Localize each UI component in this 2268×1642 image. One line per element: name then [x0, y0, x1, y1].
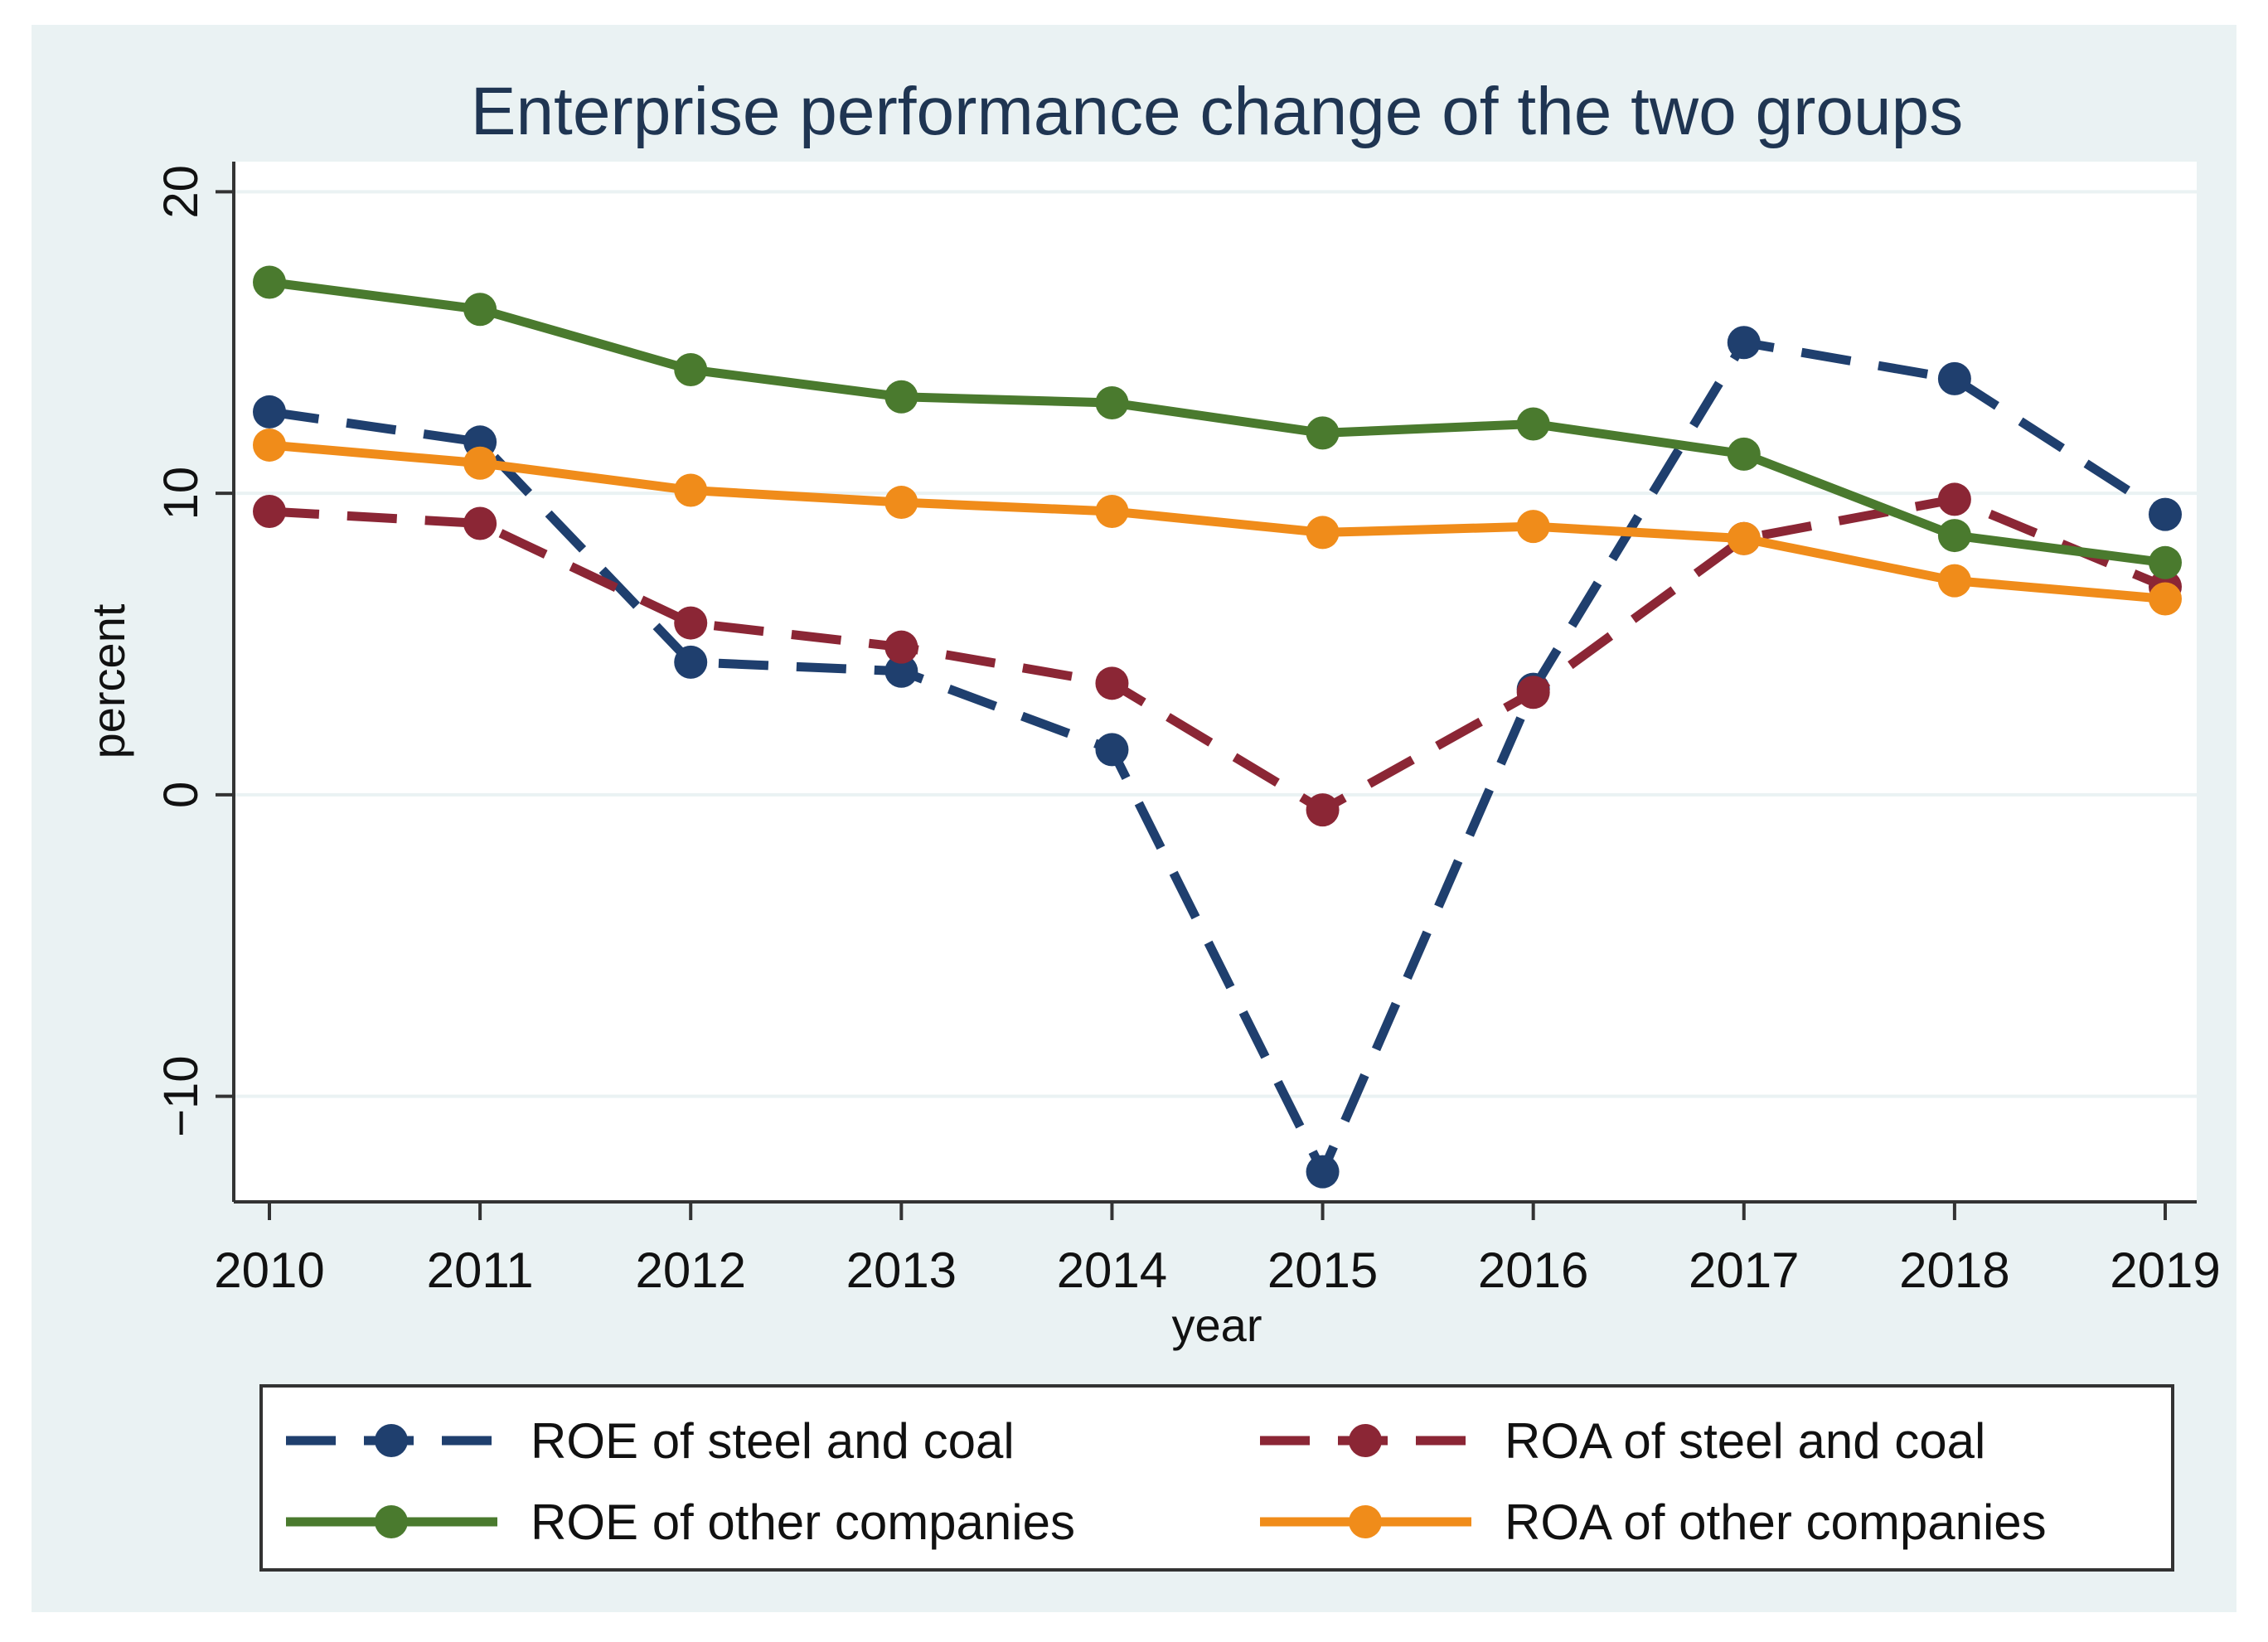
data-point — [253, 395, 286, 429]
data-point — [1306, 416, 1340, 450]
legend: ROE of steel and coal ROA of steel and co… — [259, 1384, 2174, 1572]
series-line — [269, 337, 2168, 1177]
y-tick-label: 10 — [154, 467, 208, 521]
x-tick-label: 2018 — [1899, 1242, 2009, 1298]
data-point — [2149, 497, 2182, 531]
series-3 — [253, 428, 2182, 616]
plot-area — [234, 162, 2197, 1202]
data-point — [1095, 494, 1129, 528]
data-point — [1727, 521, 1761, 555]
legend-label: ROA of steel and coal — [1505, 1413, 1985, 1469]
data-point — [884, 486, 918, 520]
x-tick-label: 2019 — [2110, 1242, 2220, 1298]
axes: −10 0 10 20 2010 2011 2012 2013 2014 2015 2016 2017… — [154, 162, 2221, 1298]
x-axis-label: year — [1172, 1299, 1262, 1351]
data-point — [463, 446, 497, 480]
series-line — [269, 278, 2166, 568]
data-point — [1937, 482, 1971, 516]
x-tick-label: 2011 — [427, 1242, 534, 1298]
legend-item-2: ROE of other companies — [286, 1494, 1075, 1550]
data-point — [674, 645, 708, 679]
legend-label: ROE of steel and coal — [531, 1413, 1015, 1469]
data-point — [884, 630, 918, 664]
data-point — [253, 428, 286, 462]
data-point — [2149, 545, 2182, 579]
data-point — [2149, 582, 2182, 616]
data-point — [674, 606, 708, 640]
legend-item-1: ROA of steel and coal — [1260, 1413, 1985, 1469]
x-tick-label: 2017 — [1689, 1242, 1799, 1298]
legend-label: ROA of other companies — [1505, 1494, 2047, 1550]
y-axis-label: percent — [82, 603, 134, 758]
data-point — [1727, 437, 1761, 471]
legend-swatch-marker — [375, 1505, 408, 1538]
series-line — [269, 494, 2168, 815]
data-point — [1095, 733, 1129, 767]
x-tick-label: 2010 — [214, 1242, 324, 1298]
y-tick-label: −10 — [154, 1055, 208, 1136]
data-point — [1306, 516, 1340, 550]
data-point — [884, 380, 918, 414]
y-tick-label: 20 — [154, 165, 208, 219]
series-line — [269, 440, 2166, 603]
legend-label: ROE of other companies — [531, 1494, 1075, 1550]
data-point — [463, 506, 497, 540]
data-point — [253, 494, 286, 528]
legend-swatch-marker — [375, 1424, 408, 1457]
legend-box — [259, 1384, 2174, 1572]
data-point — [1516, 510, 1550, 544]
data-point — [674, 353, 708, 386]
x-tick-label: 2012 — [635, 1242, 745, 1298]
data-point — [674, 473, 708, 507]
series-layer — [253, 265, 2182, 1189]
data-point — [1937, 564, 1971, 598]
data-point — [253, 265, 286, 299]
data-point — [1306, 1155, 1340, 1189]
data-point — [1937, 361, 1971, 395]
legend-swatch-marker — [1349, 1424, 1382, 1457]
data-point — [884, 654, 918, 688]
grid-lines — [234, 190, 2197, 1098]
series-2 — [253, 265, 2182, 579]
x-tick-label: 2016 — [1478, 1242, 1588, 1298]
data-point — [1937, 519, 1971, 553]
data-point — [1306, 793, 1340, 827]
data-point — [1516, 676, 1550, 710]
data-point — [1095, 386, 1129, 420]
data-point — [1727, 326, 1761, 360]
x-tick-label: 2015 — [1267, 1242, 1378, 1298]
y-tick-label: 0 — [154, 782, 208, 808]
x-tick-label: 2013 — [846, 1242, 957, 1298]
legend-item-3: ROA of other companies — [1260, 1494, 2047, 1550]
chart-title: Enterprise performance change of the two… — [471, 74, 1963, 149]
data-point — [463, 293, 497, 327]
data-point — [1095, 666, 1129, 700]
legend-swatch-marker — [1349, 1505, 1382, 1538]
legend-item-0: ROE of steel and coal — [286, 1413, 1015, 1469]
x-tick-label: 2014 — [1057, 1242, 1167, 1298]
data-point — [1516, 407, 1550, 441]
